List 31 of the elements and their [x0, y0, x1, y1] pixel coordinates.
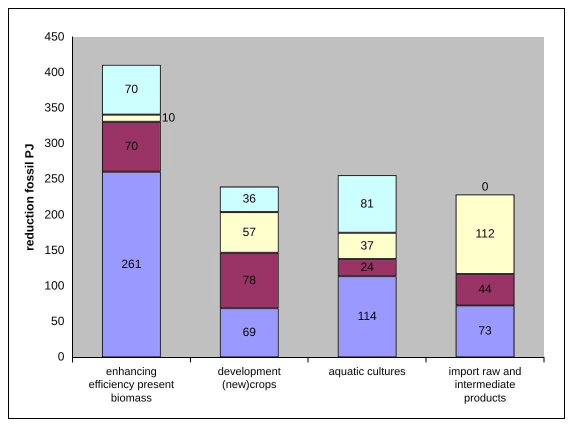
data-label: 261 — [121, 256, 142, 271]
data-label: 0 — [482, 180, 489, 194]
data-label: 78 — [242, 272, 256, 287]
y-tick-label: 50 — [51, 314, 65, 328]
y-tick-label: 350 — [44, 100, 65, 115]
y-tick-label: 300 — [44, 136, 65, 150]
data-label: 112 — [475, 226, 495, 241]
data-label: 81 — [360, 196, 374, 210]
data-label: 37 — [360, 238, 374, 252]
y-tick-label: 200 — [44, 207, 65, 222]
data-label: 36 — [242, 192, 256, 206]
x-tick-label: enhancing efficiency present biomass — [88, 366, 174, 404]
y-tick-label: 400 — [44, 64, 65, 79]
data-label: 44 — [478, 282, 492, 296]
y-tick-label: 100 — [44, 278, 65, 293]
y-axis-title: reduction fossil PJ — [22, 144, 37, 251]
data-label: 57 — [242, 224, 256, 239]
y-tick-label: 250 — [44, 172, 65, 186]
data-label: 70 — [124, 138, 138, 153]
data-label: 24 — [360, 260, 374, 274]
y-tick-label: 450 — [44, 29, 65, 44]
y-tick-label: 150 — [44, 242, 65, 257]
data-label: 69 — [242, 325, 256, 340]
data-label: 73 — [478, 324, 492, 338]
data-label: 114 — [358, 309, 378, 324]
x-tick-label: aquatic cultures — [328, 366, 406, 378]
data-label: 70 — [124, 82, 138, 96]
data-label: 10 — [162, 110, 176, 124]
x-tick-label: import raw and intermediate products — [448, 366, 522, 404]
y-tick-label: 0 — [58, 350, 65, 364]
x-tick-label: development (new)crops — [218, 366, 281, 392]
